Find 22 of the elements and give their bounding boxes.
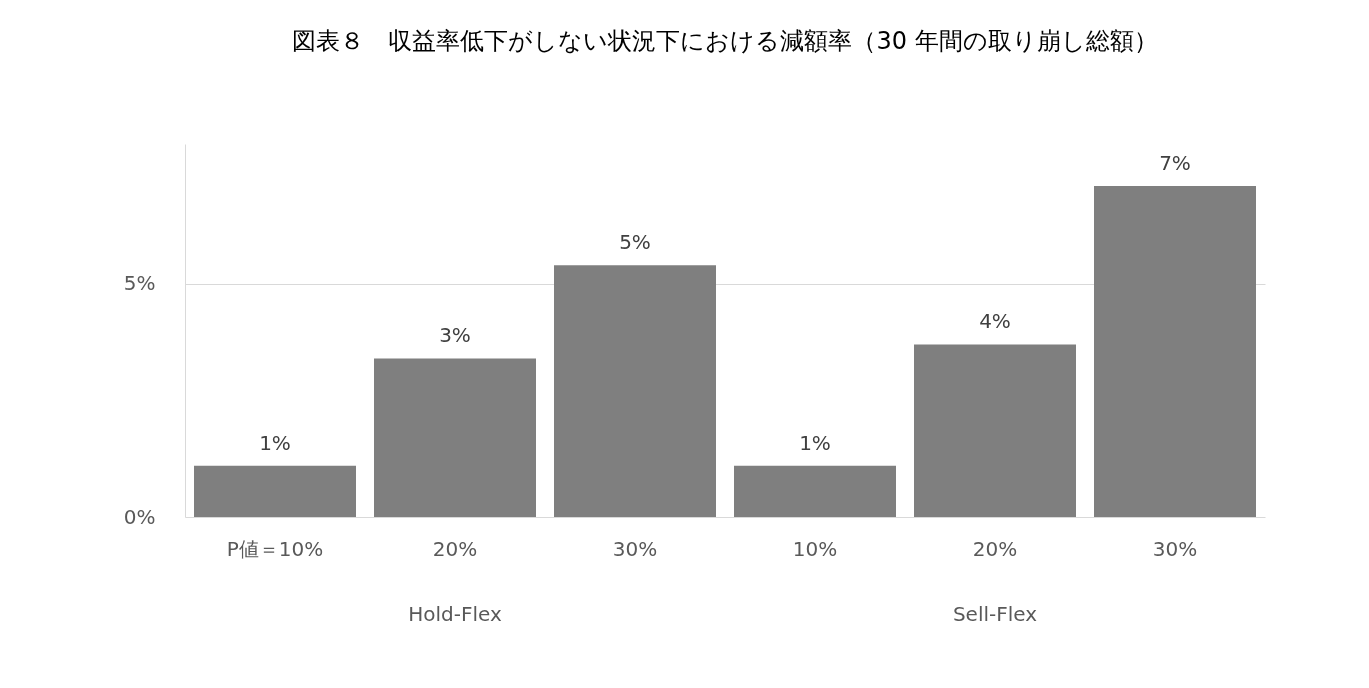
y-tick-label: 0% bbox=[123, 504, 156, 529]
data-label: 1% bbox=[799, 430, 831, 455]
x-tick-label: P値＝10% bbox=[226, 536, 324, 561]
x-tick-label: 20% bbox=[432, 536, 478, 561]
chart-title: 図表８ 収益率低下がしない状況下における減額率（30 年間の取り崩し総額） bbox=[292, 27, 1158, 55]
x-tick-label: 30% bbox=[612, 536, 658, 561]
bar bbox=[554, 265, 716, 517]
text: Sell-Flex bbox=[952, 602, 1038, 626]
data-label: 4% bbox=[979, 309, 1011, 334]
bar bbox=[374, 358, 536, 517]
data-label: 5% bbox=[619, 230, 651, 255]
bar bbox=[194, 465, 356, 517]
data-label: 3% bbox=[439, 323, 471, 348]
bar bbox=[914, 344, 1076, 517]
data-label: 1% bbox=[259, 430, 291, 455]
text: Hold-Flex bbox=[408, 602, 502, 626]
x-tick-label: 20% bbox=[972, 536, 1018, 561]
bar bbox=[734, 465, 896, 517]
bar bbox=[1094, 185, 1256, 517]
x-tick-label: 10% bbox=[792, 536, 838, 561]
data-label: 7% bbox=[1159, 150, 1191, 175]
x-tick-label: 30% bbox=[1152, 536, 1198, 561]
